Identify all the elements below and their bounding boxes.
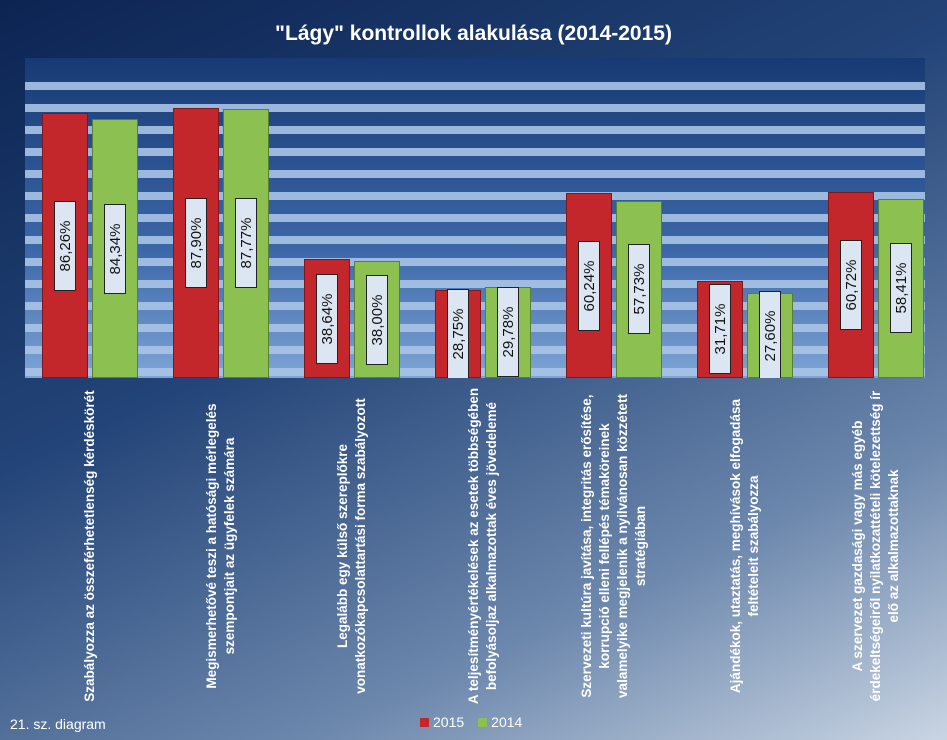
background-stripe [25, 148, 925, 156]
background-stripe [25, 214, 925, 222]
chart-title: "Lágy" kontrollok alakulása (2014-2015) [275, 22, 672, 45]
background-stripe [25, 280, 925, 288]
data-label: 28,75% [447, 288, 469, 378]
x-tick-label: Szervezeti kultúra javítása, integritás … [579, 394, 648, 698]
legend-label: 2015 [433, 714, 465, 730]
x-tick-label: A teljesítményértékelések az esetek több… [466, 387, 499, 705]
x-tick-label: Legalább egy külső szereplőkre vonatkozó… [335, 398, 368, 694]
background-stripe [25, 236, 925, 244]
legend-item: 2014 [478, 714, 522, 730]
background-stripe [25, 192, 925, 200]
data-label: 60,72% [840, 239, 862, 330]
data-label: 38,00% [366, 274, 388, 365]
data-label: 31,71% [709, 284, 731, 375]
data-label: 84,34% [104, 203, 126, 294]
background-stripe [25, 82, 925, 90]
data-label: 86,26% [54, 200, 76, 291]
data-label: 87,77% [235, 198, 257, 289]
data-label: 27,60% [759, 290, 781, 378]
background-stripe [25, 126, 925, 134]
x-tick-label: Ajándékok, utaztatás, meghívások elfogad… [728, 398, 761, 694]
x-tick-label: Megismerhetővé teszi a hatósági mérlegel… [204, 403, 237, 689]
bar [42, 113, 88, 378]
legend-label: 2014 [491, 714, 523, 730]
legend-item: 2015 [420, 714, 464, 730]
data-label: 58,41% [890, 243, 912, 334]
data-label: 60,24% [578, 240, 600, 331]
legend: 2015 2014 [420, 714, 522, 730]
background-stripe [25, 170, 925, 178]
x-tick-label: A szervezet gazdasági vagy más egyéb érd… [850, 390, 901, 702]
data-label: 38,64% [316, 273, 338, 364]
x-tick-label: Szabályozza az összeférhetetlenség kérdé… [82, 390, 97, 702]
legend-swatch [478, 717, 488, 727]
data-label: 29,78% [497, 287, 519, 378]
background-stripe [25, 104, 925, 112]
data-label: 57,73% [628, 244, 650, 335]
background-stripe [25, 258, 925, 266]
plot-area: 86,26% 84,34% 87,90% 87,77% 38,64% 38,00% 28,7… [25, 58, 925, 378]
data-label: 87,90% [185, 198, 207, 289]
footnote: 21. sz. diagram [10, 716, 106, 732]
legend-swatch [420, 717, 429, 727]
